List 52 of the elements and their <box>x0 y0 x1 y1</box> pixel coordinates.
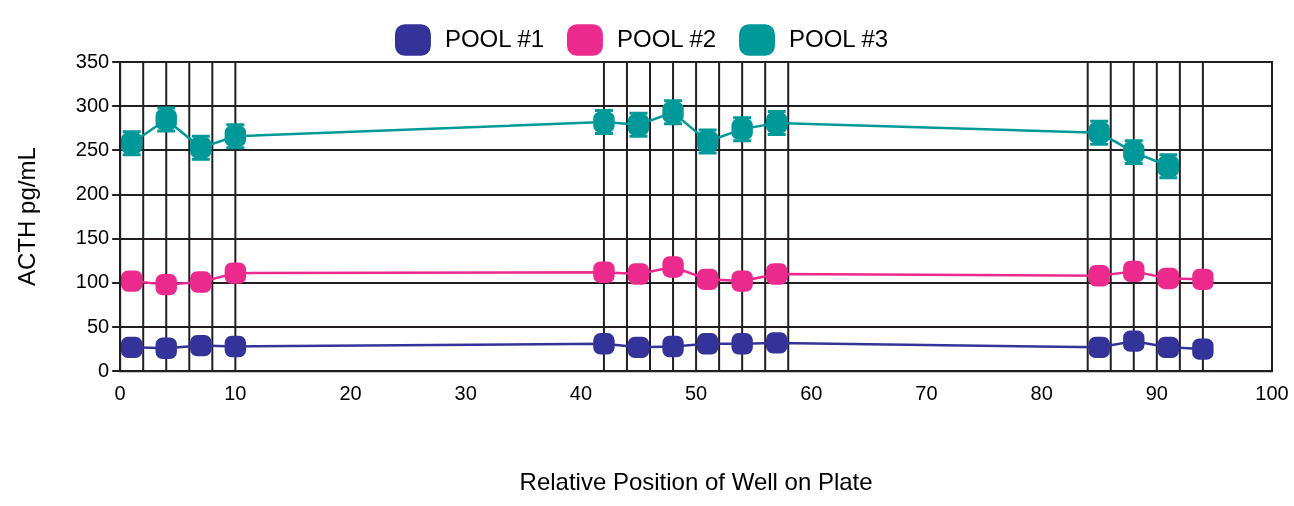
x-tick-label: 80 <box>1030 381 1053 404</box>
point <box>1123 330 1145 352</box>
x-tick-label: 20 <box>339 381 362 404</box>
point <box>766 263 788 285</box>
point <box>155 337 177 359</box>
point <box>593 261 615 283</box>
point <box>1192 338 1214 360</box>
y-tick-label: 350 <box>75 49 110 72</box>
y-axis-title: ACTH pg/mL <box>13 147 41 286</box>
x-tick-label: 50 <box>684 381 708 404</box>
point <box>731 270 753 292</box>
point <box>766 332 788 354</box>
point <box>190 334 212 357</box>
x-tick-label: 0 <box>114 381 126 404</box>
x-tick-label: 10 <box>224 381 247 404</box>
y-tick-label: 150 <box>75 226 110 249</box>
point <box>121 336 143 359</box>
x-axis-title: Relative Position of Well on Plate <box>519 468 873 496</box>
point <box>696 333 719 355</box>
x-tick-label: 70 <box>915 381 938 404</box>
y-tick-label: 100 <box>75 270 110 293</box>
legend-label: POOL #2 <box>616 24 717 52</box>
point <box>190 271 212 293</box>
point <box>121 270 143 292</box>
x-tick-label: 30 <box>454 381 477 404</box>
legend-label: POOL #3 <box>789 24 889 52</box>
x-tick-label: 40 <box>569 381 593 404</box>
point <box>1088 336 1110 359</box>
y-tick-label: 250 <box>75 137 110 160</box>
y-tick-label: 50 <box>86 314 110 337</box>
y-tick-label: 200 <box>75 182 110 205</box>
point <box>1157 336 1180 359</box>
point <box>224 262 247 284</box>
point <box>696 268 719 291</box>
point <box>593 333 615 355</box>
point <box>731 333 753 355</box>
point <box>1123 260 1145 283</box>
x-tick-label: 90 <box>1145 381 1168 404</box>
point <box>662 256 684 278</box>
point <box>1192 268 1214 291</box>
point <box>1157 267 1180 290</box>
legend-label: POOL #1 <box>444 24 545 52</box>
point <box>627 336 650 359</box>
point <box>662 335 684 358</box>
y-tick-label: 0 <box>98 358 110 381</box>
point <box>627 263 650 285</box>
point <box>1088 265 1110 287</box>
y-tick-label: 300 <box>75 93 110 116</box>
point <box>155 273 177 296</box>
x-tick-label: 60 <box>800 381 823 404</box>
x-tick-label: 100 <box>1255 381 1289 404</box>
point <box>224 335 247 358</box>
